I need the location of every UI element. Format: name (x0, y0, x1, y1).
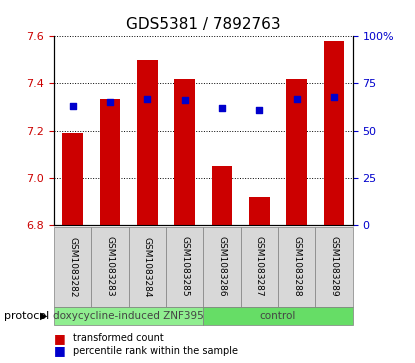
Bar (212, 166, 232, 225)
Bar (174, 79, 195, 225)
Text: GSM1083282: GSM1083282 (68, 237, 77, 297)
Bar (62, 133, 83, 225)
Bar (100, 99, 120, 225)
Text: transformed count: transformed count (73, 333, 164, 343)
Text: GSM1083283: GSM1083283 (105, 236, 115, 297)
Text: doxycycline-induced ZNF395: doxycycline-induced ZNF395 (53, 311, 204, 321)
Text: GSM1083287: GSM1083287 (255, 236, 264, 297)
Text: protocol: protocol (4, 311, 49, 321)
Point (69, 103, 76, 109)
Text: GSM1083285: GSM1083285 (180, 236, 189, 297)
Bar (137, 60, 158, 225)
Title: GDS5381 / 7892763: GDS5381 / 7892763 (126, 17, 281, 32)
Text: GSM1083288: GSM1083288 (292, 236, 301, 297)
Point (181, 98, 188, 103)
Text: ■: ■ (54, 332, 66, 345)
Point (219, 105, 225, 111)
Point (331, 94, 337, 99)
Point (144, 96, 151, 102)
Bar (249, 197, 270, 225)
Text: GSM1083289: GSM1083289 (330, 236, 339, 297)
Text: ▶: ▶ (40, 311, 47, 321)
Text: ■: ■ (54, 344, 66, 358)
Text: control: control (260, 311, 296, 321)
Point (256, 107, 263, 113)
Text: GSM1083284: GSM1083284 (143, 237, 152, 297)
Text: percentile rank within the sample: percentile rank within the sample (73, 346, 238, 356)
Bar (324, 41, 344, 225)
Point (293, 96, 300, 102)
Bar (286, 79, 307, 225)
Text: GSM1083286: GSM1083286 (217, 236, 227, 297)
Point (107, 99, 113, 105)
